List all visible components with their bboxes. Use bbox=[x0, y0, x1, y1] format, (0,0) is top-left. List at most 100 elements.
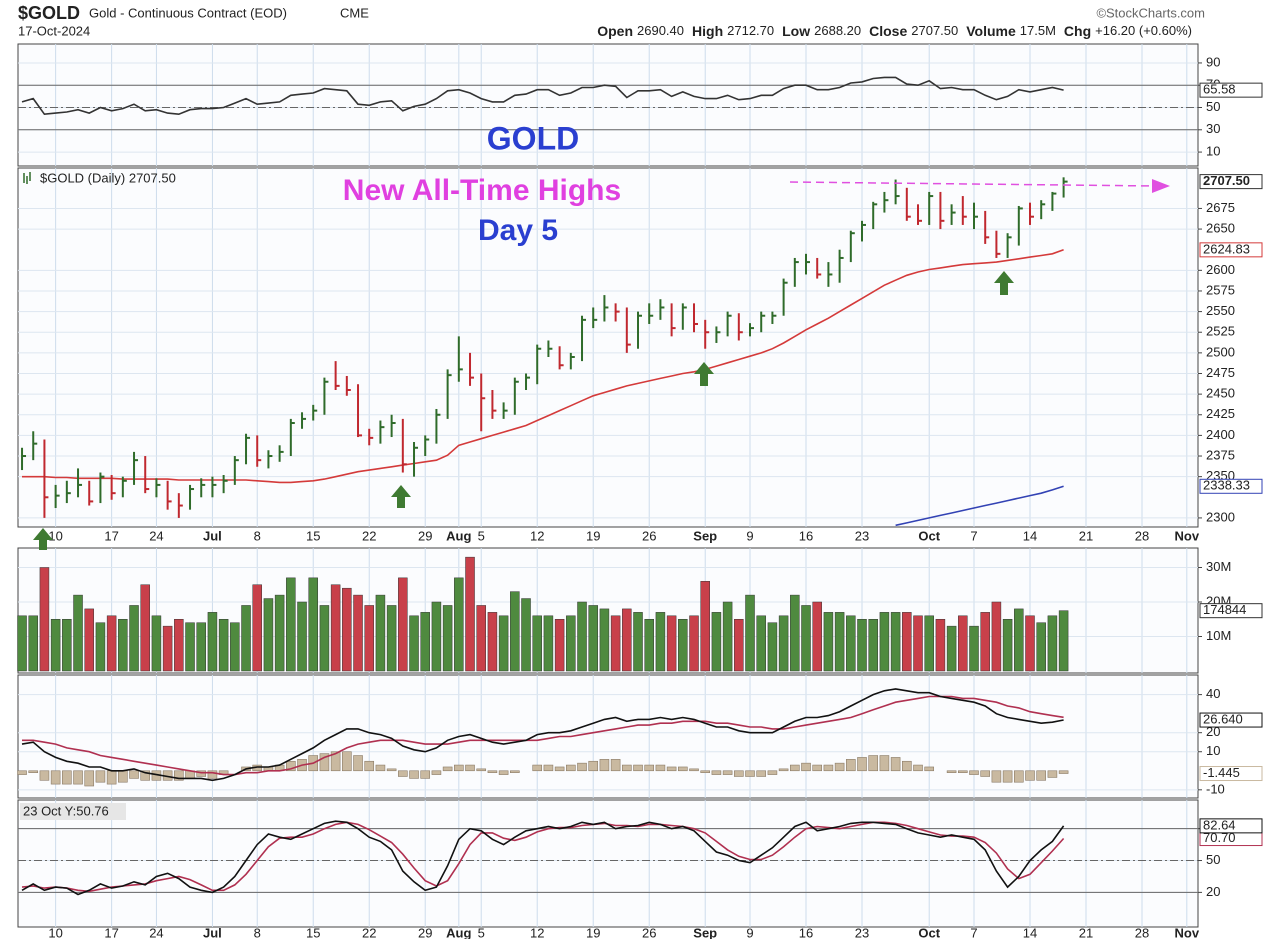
histogram-bar bbox=[689, 768, 699, 772]
histogram-bar bbox=[633, 764, 643, 772]
x-tick-label: Aug bbox=[446, 925, 471, 939]
y-tick-label: 50 bbox=[1206, 852, 1220, 867]
x-tick-label: 19 bbox=[586, 528, 600, 543]
volume-bar bbox=[95, 622, 106, 672]
last-value-label: 70.70 bbox=[1203, 830, 1236, 845]
x-tick-label: 17 bbox=[104, 925, 118, 939]
volume-bar bbox=[543, 615, 554, 672]
volume-bar bbox=[151, 615, 162, 672]
volume-bar bbox=[711, 612, 722, 672]
histogram-bar bbox=[834, 762, 845, 772]
date: 17-Oct-2024 bbox=[18, 23, 90, 38]
x-tick-label: 16 bbox=[799, 925, 813, 939]
volume-bar bbox=[991, 601, 1002, 672]
volume-bar bbox=[678, 618, 688, 672]
volume-bar bbox=[442, 605, 453, 672]
quote-label: Open bbox=[597, 23, 633, 39]
y-tick-label: 2575 bbox=[1206, 282, 1235, 297]
histogram-bar bbox=[106, 770, 117, 785]
arrow-head bbox=[1152, 179, 1170, 193]
y-tick-label: 10 bbox=[1206, 144, 1220, 159]
x-tick-label: 10 bbox=[48, 925, 62, 939]
x-tick-label: Jul bbox=[203, 528, 222, 543]
histogram-bar bbox=[924, 766, 935, 772]
x-tick-label: Sep bbox=[693, 925, 717, 939]
panel bbox=[17, 167, 1199, 528]
last-value-label: 2707.50 bbox=[1203, 173, 1250, 188]
x-tick-label: 17 bbox=[104, 528, 118, 543]
histogram-bar bbox=[319, 753, 330, 772]
y-tick-label: 2425 bbox=[1206, 406, 1235, 421]
up-arrow bbox=[694, 362, 714, 386]
histogram-bar bbox=[386, 768, 397, 772]
histogram-bar bbox=[62, 770, 72, 785]
x-tick-label: Nov bbox=[1175, 925, 1200, 939]
last-value-box bbox=[1199, 818, 1263, 834]
volume-bar bbox=[84, 608, 94, 672]
volume-bar bbox=[1014, 608, 1024, 672]
histogram-bar bbox=[790, 764, 800, 772]
volume-bar bbox=[812, 601, 822, 672]
volume-bar bbox=[532, 615, 542, 672]
last-value-label: 82.64 bbox=[1203, 817, 1236, 832]
volume-bar bbox=[1025, 615, 1035, 672]
quote-label: Volume bbox=[966, 23, 1016, 39]
histogram-bar bbox=[129, 770, 139, 779]
volume-bar bbox=[756, 615, 766, 672]
histogram-bar bbox=[476, 768, 487, 772]
volume-bar bbox=[902, 612, 912, 672]
quote: Open 2690.40 High 2712.70 Low 2688.20 Close 270… bbox=[597, 23, 1192, 39]
y-tick-label: 2475 bbox=[1206, 365, 1235, 380]
y-tick-label: 2675 bbox=[1206, 200, 1235, 215]
histogram-bar bbox=[857, 757, 867, 772]
annotation: GOLD bbox=[487, 120, 579, 156]
y-tick-label: 2375 bbox=[1206, 447, 1235, 462]
x-tick-label: Jul bbox=[203, 925, 222, 939]
exchange: CME bbox=[340, 5, 369, 20]
volume-bar bbox=[913, 615, 923, 672]
volume-bar bbox=[17, 615, 27, 672]
histogram-bar bbox=[487, 770, 498, 773]
volume-bar bbox=[689, 615, 699, 672]
histogram-bar bbox=[498, 770, 509, 775]
x-tick-label: 23 bbox=[855, 528, 869, 543]
arrow-line bbox=[789, 181, 1156, 187]
y-tick-label: 2650 bbox=[1206, 221, 1235, 236]
histogram-bar bbox=[678, 766, 688, 772]
volume-bar bbox=[722, 601, 733, 672]
quote-value: 2712.70 bbox=[727, 23, 774, 38]
histogram-bar bbox=[599, 759, 610, 772]
panel bbox=[17, 674, 1199, 799]
histogram-bar bbox=[1047, 770, 1058, 778]
histogram-bar bbox=[207, 770, 218, 779]
quote-label: High bbox=[692, 23, 723, 39]
volume-bar bbox=[846, 615, 856, 672]
volume-bar bbox=[521, 598, 531, 672]
histogram-bar bbox=[532, 764, 543, 772]
last-value-box bbox=[1199, 478, 1263, 494]
x-tick-label: 8 bbox=[254, 528, 261, 543]
price-legend: $GOLD (Daily) 2707.50 bbox=[40, 170, 176, 185]
volume-bar bbox=[745, 594, 755, 672]
histogram-bar bbox=[140, 770, 151, 781]
histogram-bar bbox=[554, 766, 565, 772]
volume-bar bbox=[868, 618, 878, 672]
volume-bar bbox=[28, 615, 38, 672]
x-tick-label: 22 bbox=[362, 528, 376, 543]
last-value-label: -1.445 bbox=[1203, 765, 1240, 780]
volume-bar bbox=[162, 625, 173, 672]
y-tick-label: 20 bbox=[1206, 724, 1220, 739]
histogram-bar bbox=[465, 764, 475, 772]
y-tick-label: 2550 bbox=[1206, 303, 1235, 318]
volume-bar bbox=[1036, 622, 1046, 672]
histogram-bar bbox=[286, 760, 296, 772]
volume-bar bbox=[622, 608, 632, 672]
y-tick-label: 10M bbox=[1206, 628, 1231, 643]
x-tick-label: 14 bbox=[1023, 925, 1037, 939]
y-tick-label: 2300 bbox=[1206, 509, 1235, 524]
volume-bar bbox=[924, 615, 934, 672]
histogram-bar bbox=[1014, 770, 1024, 783]
volume-bar bbox=[958, 615, 968, 672]
volume-bar bbox=[644, 618, 654, 672]
histogram-bar bbox=[700, 770, 711, 773]
